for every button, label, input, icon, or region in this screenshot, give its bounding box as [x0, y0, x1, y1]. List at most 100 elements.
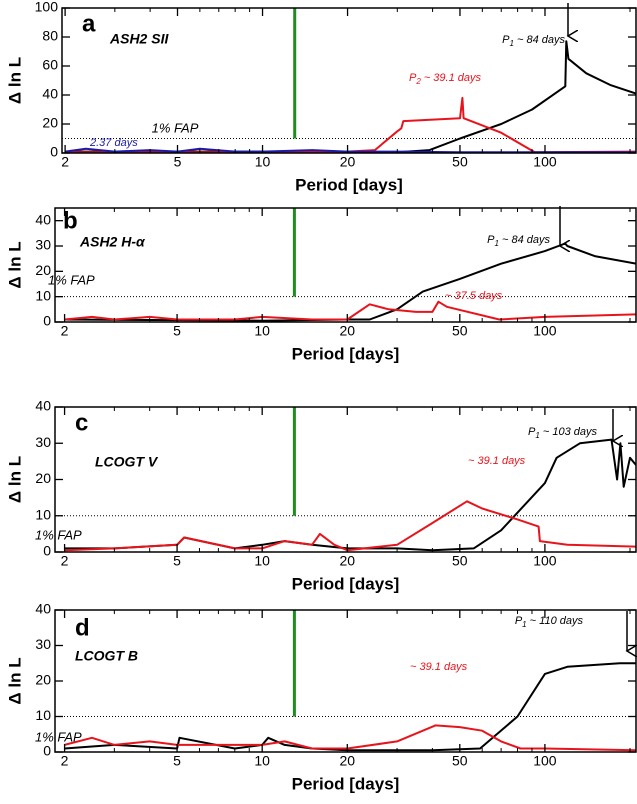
y-tick-label: 20: [35, 262, 51, 278]
annotation-subscript: 1: [522, 620, 526, 629]
fap-label: 1% FAP: [35, 729, 82, 744]
annotation-part: P: [487, 234, 495, 246]
y-tick-label: 40: [35, 601, 51, 617]
panel-title: ASH2 SII: [109, 31, 169, 47]
lines: [64, 662, 636, 752]
annotation-subscript: 1: [535, 431, 539, 440]
annotation-part: ~ 110 days: [527, 615, 584, 627]
x-tick-label: 5: [173, 323, 181, 339]
x-tick-label: 20: [340, 753, 356, 769]
annotation-part: P: [502, 34, 510, 46]
y-axis-label: Δ ln L: [5, 456, 24, 503]
x-tick-label: 2: [61, 323, 69, 339]
fap-label: 1% FAP: [35, 527, 82, 542]
y-tick-label: 0: [50, 144, 58, 160]
annotation: ~ 39.1 days: [410, 661, 468, 673]
annotation: 2.37 days: [89, 137, 138, 149]
series-line: [64, 147, 636, 153]
x-tick-label: 5: [173, 753, 181, 769]
annotation: P1 ~ 84 days: [487, 234, 550, 248]
y-tick-label: 40: [35, 211, 51, 227]
x-tick-label: 100: [533, 553, 557, 569]
annotation: P1 ~ 103 days: [528, 426, 597, 440]
y-axis-label: Δ ln L: [5, 241, 24, 288]
panel-title: LCOGT V: [95, 454, 159, 470]
y-tick-label: 40: [35, 398, 51, 414]
x-tick-label: 2: [61, 154, 69, 170]
y-tick-label: 30: [35, 636, 51, 652]
x-tick-label: 5: [173, 553, 181, 569]
x-tick-label: 10: [254, 753, 270, 769]
y-tick-label: 20: [35, 672, 51, 688]
panel-label: c: [75, 409, 88, 436]
x-tick-label: 2: [61, 753, 69, 769]
panel-label: d: [75, 614, 90, 641]
y-tick-label: 0: [43, 743, 51, 759]
y-tick-label: 10: [35, 287, 51, 303]
x-tick-label: 50: [452, 323, 468, 339]
y-tick-label: 10: [35, 707, 51, 723]
x-tick-label: 20: [340, 154, 356, 170]
annotation-subscript: 1: [509, 39, 513, 48]
fap-label: 1% FAP: [152, 120, 199, 135]
annotation: ~ 39.1 days: [468, 455, 526, 467]
series-line: [64, 500, 636, 552]
annotation: P1 ~ 84 days: [502, 34, 565, 48]
x-axis-label: Period [days]: [292, 574, 400, 593]
y-axis-label: Δ ln L: [5, 57, 24, 104]
x-tick-label: 100: [533, 154, 557, 170]
annotation: P2 ~ 39.1 days: [409, 72, 482, 86]
x-tick-label: 5: [174, 154, 182, 170]
y-tick-label: 30: [35, 237, 51, 253]
annotation-part: ~ 84 days: [499, 234, 551, 246]
x-tick-label: 50: [452, 753, 468, 769]
x-tick-label: 10: [254, 323, 270, 339]
x-tick-label: 10: [254, 553, 270, 569]
y-tick-label: 10: [35, 506, 51, 522]
annotation-part: P: [515, 615, 523, 627]
series-line: [65, 40, 636, 153]
lines: [64, 242, 636, 322]
plot-frame: [54, 207, 637, 323]
x-tick-label: 10: [255, 154, 271, 170]
y-tick-label: 20: [42, 115, 58, 131]
x-axis-label: Period [days]: [292, 344, 400, 363]
y-tick-label: 40: [42, 86, 58, 102]
annotation-part: ~ 84 days: [514, 34, 566, 46]
x-tick-label: 2: [61, 553, 69, 569]
panel-label: b: [63, 207, 78, 234]
y-tick-label: 100: [35, 0, 59, 15]
plot-frame: [61, 7, 637, 154]
x-tick-label: 50: [452, 154, 468, 170]
panel: 2 5 10 20 50 100 0 10 20 30 40 Period [days] Δ ln L c…: [5, 398, 637, 593]
lines: [64, 40, 636, 153]
annotation-part: P: [409, 72, 417, 84]
x-tick-label: 50: [452, 553, 468, 569]
panel: 2 5 10 20 50 100 0 20 40 60 80 100 Period [days] Δ ln…: [5, 0, 637, 194]
plot-frame: [54, 609, 637, 753]
panel: 2 5 10 20 50 100 0 10 20 30 40 Period [days] Δ ln L b…: [5, 206, 637, 363]
panel-title: ASH2 H-α: [79, 234, 146, 250]
annotation-part: ~ 103 days: [540, 426, 598, 438]
annotation: P1 ~ 110 days: [515, 615, 584, 629]
x-tick-label: 100: [533, 323, 557, 339]
series-line: [64, 300, 636, 321]
annotation-part: P: [528, 426, 536, 438]
fap-label: 1% FAP: [48, 272, 95, 287]
y-tick-label: 0: [43, 543, 51, 559]
annotation-subscript: 1: [494, 239, 498, 248]
y-tick-label: 30: [35, 434, 51, 450]
annotation: ~ 37.5 days: [445, 290, 503, 302]
y-tick-label: 60: [42, 57, 58, 73]
series-line: [64, 242, 636, 322]
x-tick-label: 20: [340, 323, 356, 339]
x-axis-label: Period [days]: [292, 774, 400, 793]
panel-title: LCOGT B: [75, 648, 138, 664]
y-tick-label: 20: [35, 470, 51, 486]
x-axis-label: Period [days]: [295, 175, 403, 194]
series-line: [64, 662, 636, 752]
lines: [64, 438, 636, 552]
y-axis-label: Δ ln L: [5, 657, 24, 704]
